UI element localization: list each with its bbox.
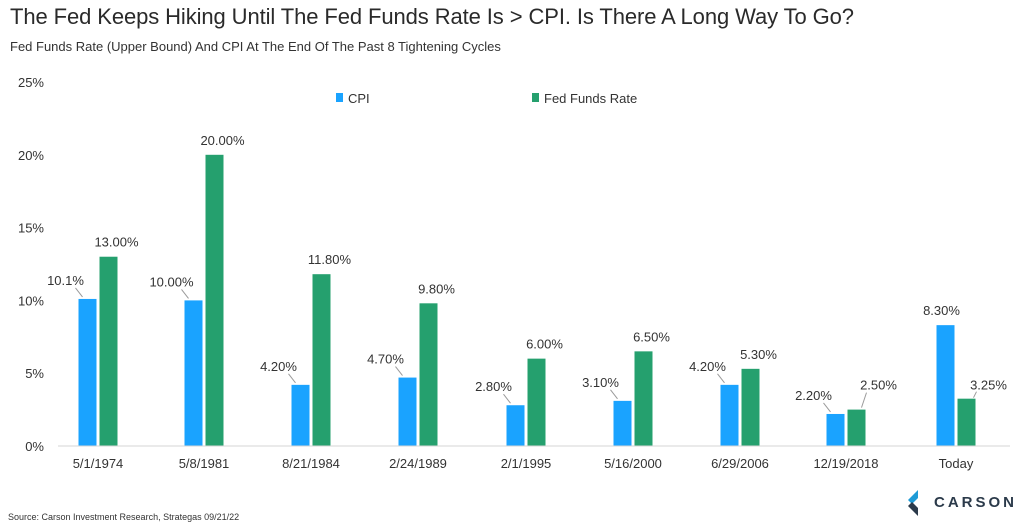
y-tick-label: 5% <box>25 366 44 381</box>
label-leader-line <box>823 402 831 413</box>
bar-cpi <box>720 384 739 446</box>
chart-title: The Fed Keeps Hiking Until The Fed Funds… <box>10 4 854 29</box>
carson-logo: CARSON <box>904 488 1016 518</box>
data-label-cpi: 10.00% <box>149 274 194 289</box>
bar-cpi <box>613 400 632 446</box>
bar-fed-funds-rate <box>527 358 546 446</box>
bar-cpi <box>826 413 845 446</box>
bar-fed-funds-rate <box>847 409 866 446</box>
bar-cpi <box>398 377 417 446</box>
x-tick-label: 5/8/1981 <box>179 456 230 471</box>
y-tick-label: 10% <box>18 293 44 308</box>
data-label-fed-funds-rate: 13.00% <box>94 235 139 250</box>
data-label-cpi: 4.70% <box>367 352 404 367</box>
bar-fed-funds-rate <box>634 351 653 446</box>
label-leader-line <box>181 289 189 299</box>
data-label-cpi: 2.20% <box>795 388 832 403</box>
y-tick-label: 0% <box>25 439 44 454</box>
data-label-fed-funds-rate: 3.25% <box>970 378 1007 393</box>
y-tick-label: 15% <box>18 221 44 236</box>
data-label-cpi: 4.20% <box>260 359 297 374</box>
x-tick-label: 12/19/2018 <box>813 456 878 471</box>
y-tick-label: 20% <box>18 148 44 163</box>
x-tick-label: 2/24/1989 <box>389 456 447 471</box>
label-leader-line <box>861 392 867 408</box>
label-leader-line <box>288 373 296 384</box>
label-leader-lines <box>75 287 977 413</box>
bar-fed-funds-rate <box>99 256 118 446</box>
bar-fed-funds-rate <box>741 368 760 446</box>
data-label-fed-funds-rate: 5.30% <box>740 347 777 362</box>
legend-label-cpi: CPI <box>348 91 370 106</box>
bar-cpi <box>78 298 97 446</box>
data-label-cpi: 10.1% <box>47 273 84 288</box>
legend-swatch-fed-funds-rate <box>532 93 539 102</box>
label-leader-line <box>717 373 725 384</box>
source-note: Source: Carson Investment Research, Stra… <box>8 512 240 522</box>
x-tick-label: 8/21/1984 <box>282 456 340 471</box>
data-label-cpi: 4.20% <box>689 359 726 374</box>
label-leader-line <box>395 366 403 376</box>
bar-cpi <box>506 405 525 446</box>
bar-fed-funds-rate <box>205 154 224 447</box>
label-leader-line <box>503 393 511 404</box>
data-label-cpi: 2.80% <box>475 379 512 394</box>
label-leader-line <box>75 287 83 298</box>
x-tick-label: 5/1/1974 <box>73 456 124 471</box>
x-tick-label: 6/29/2006 <box>711 456 769 471</box>
bar-fed-funds-rate <box>419 303 438 446</box>
legend-label-fed-funds-rate: Fed Funds Rate <box>544 91 637 106</box>
chart-subtitle: Fed Funds Rate (Upper Bound) And CPI At … <box>10 39 501 54</box>
data-label-fed-funds-rate: 2.50% <box>860 378 897 393</box>
y-axis: 0% 5% 10% 15% 20% 25% <box>18 75 44 454</box>
data-label-fed-funds-rate: 9.80% <box>418 281 455 296</box>
bar-cpi <box>936 325 955 446</box>
data-label-cpi: 3.10% <box>582 375 619 390</box>
legend: CPI Fed Funds Rate <box>336 91 637 106</box>
data-label-fed-funds-rate: 11.80% <box>308 252 352 267</box>
data-labels: 10.1% 13.00% 10.00% 20.00% 4.20% 11.80% 4.70% 9… <box>47 133 1007 403</box>
x-tick-label: Today <box>939 456 974 471</box>
label-leader-line <box>973 391 977 398</box>
x-tick-label: 5/16/2000 <box>604 456 662 471</box>
data-label-cpi: 8.30% <box>923 303 960 318</box>
x-axis: 5/1/1974 5/8/1981 8/21/1984 2/24/1989 2/1/19… <box>58 445 1010 471</box>
bar-cpi <box>291 384 310 446</box>
legend-swatch-cpi <box>336 93 343 102</box>
y-tick-label: 25% <box>18 75 44 90</box>
carson-logo-icon <box>908 490 918 516</box>
carson-logo-text: CARSON <box>934 494 1018 511</box>
bar-fed-funds-rate <box>312 274 331 446</box>
label-leader-line <box>610 389 618 400</box>
data-label-fed-funds-rate: 6.50% <box>633 329 670 344</box>
bars <box>78 154 976 447</box>
bar-fed-funds-rate <box>957 398 976 446</box>
x-tick-label: 2/1/1995 <box>501 456 552 471</box>
bar-cpi <box>184 300 203 446</box>
data-label-fed-funds-rate: 6.00% <box>526 337 563 352</box>
data-label-fed-funds-rate: 20.00% <box>200 133 245 148</box>
